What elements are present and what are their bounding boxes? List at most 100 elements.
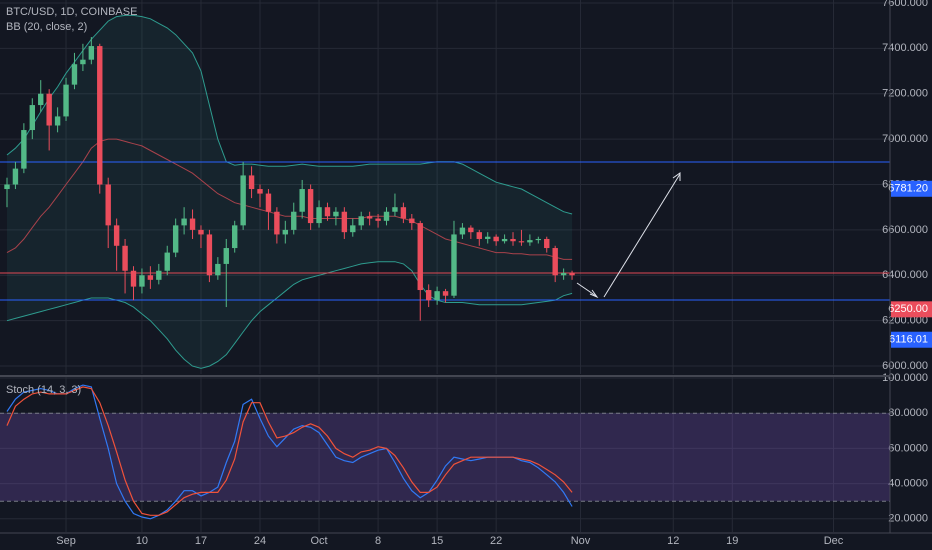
stoch-band <box>0 413 890 502</box>
candle-body <box>451 234 457 296</box>
candle-body <box>341 211 348 233</box>
candle-body <box>468 227 474 233</box>
x-tick-label: 15 <box>431 535 443 547</box>
candle-body <box>316 207 322 224</box>
x-tick-label: Sep <box>56 535 76 547</box>
y-tick-label: 6600.000 <box>882 224 928 236</box>
y-tick-label: 6200.000 <box>882 315 928 327</box>
candle-body <box>442 291 449 296</box>
y-tick-label: 100.0000 <box>882 372 928 384</box>
candle-body <box>358 216 364 226</box>
x-tick-label: Nov <box>571 535 591 547</box>
y-tick-label: 6000.000 <box>882 360 928 372</box>
y-tick-label: 60.0000 <box>888 442 928 454</box>
candle-body <box>21 130 27 169</box>
x-tick-label: 22 <box>490 535 502 547</box>
x-tick-label: Oct <box>310 535 327 547</box>
y-tick-label: 7400.000 <box>882 42 928 54</box>
arrow-head <box>589 289 599 299</box>
candle-body <box>97 46 103 185</box>
candle-body <box>29 105 36 131</box>
y-tick-label: 80.0000 <box>888 407 928 419</box>
candle-body <box>12 168 19 185</box>
candle-body <box>544 238 550 249</box>
bb-upper-line <box>6 14 573 215</box>
stoch-line <box>6 386 573 516</box>
y-tick-label: 40.0000 <box>888 478 928 490</box>
candle-body <box>248 175 255 190</box>
candle-body <box>88 46 95 60</box>
candle-body <box>223 248 229 264</box>
candle-body <box>493 236 499 242</box>
y-tick-label: 6400.000 <box>882 269 928 281</box>
x-tick-label: Dec <box>824 535 844 547</box>
candle-body <box>383 211 390 221</box>
candle-body <box>375 218 381 221</box>
price-label-box <box>891 301 932 318</box>
candle-body <box>46 93 52 126</box>
candle-body <box>324 207 331 217</box>
candle-body <box>527 240 533 243</box>
candle-body <box>333 211 339 217</box>
candle-body <box>459 227 466 235</box>
price-label: 6250.00 <box>888 303 928 315</box>
x-tick-label: 12 <box>667 535 679 547</box>
candle-body <box>113 225 120 246</box>
y-tick-label: 20.0000 <box>888 513 928 525</box>
candle-body <box>172 225 179 253</box>
candle-body <box>400 207 407 219</box>
y-tick-label: 7200.000 <box>882 88 928 100</box>
candle-body <box>350 225 356 233</box>
candle-body <box>434 291 440 301</box>
indicator-title: BB (20, close, 2) <box>6 21 87 33</box>
candle-body <box>4 184 10 190</box>
x-tick-label: 24 <box>254 535 266 547</box>
x-tick-label: 19 <box>726 535 738 547</box>
arrow-head <box>672 172 681 181</box>
candle-body <box>122 245 128 271</box>
candle-body <box>257 189 263 194</box>
candle-body <box>535 238 542 241</box>
candle-body <box>299 189 305 212</box>
x-tick-label: 17 <box>195 535 207 547</box>
candle-body <box>240 175 246 226</box>
indicator-title: Stoch (14, 3, 3) <box>6 384 81 396</box>
candle-body <box>54 116 61 126</box>
candle-body <box>417 223 423 291</box>
drawn-arrow <box>576 282 597 297</box>
candle-body <box>265 193 272 212</box>
x-tick-label: 10 <box>136 535 148 547</box>
candle-body <box>274 211 280 235</box>
price-label-box <box>891 331 932 348</box>
candle-body <box>164 252 170 271</box>
candle-body <box>63 84 69 117</box>
candle-body <box>156 270 162 280</box>
candle-body <box>366 216 373 219</box>
candle-body <box>307 189 314 224</box>
candle-body <box>510 238 516 242</box>
x-tick-label: 8 <box>375 535 381 547</box>
price-label-box <box>891 180 932 197</box>
candle-body <box>181 218 187 226</box>
stoch-line <box>6 384 573 520</box>
price-label: 6781.20 <box>888 183 928 195</box>
candle-body <box>130 270 137 287</box>
candle-body <box>518 241 525 243</box>
candle-body <box>552 248 558 276</box>
candle-body <box>501 238 508 242</box>
drawn-arrow <box>603 173 681 298</box>
candle-body <box>80 59 86 65</box>
bb-lower-line <box>6 261 573 369</box>
candle-body <box>38 93 44 106</box>
candle-body <box>206 234 213 276</box>
candle-body <box>139 275 145 287</box>
candle-body <box>485 236 491 239</box>
candle-body <box>147 275 154 280</box>
candle-body <box>560 273 567 276</box>
candle-body <box>105 184 111 226</box>
candle-body <box>215 263 221 276</box>
candle-body <box>569 273 575 276</box>
candle-body <box>291 211 297 230</box>
